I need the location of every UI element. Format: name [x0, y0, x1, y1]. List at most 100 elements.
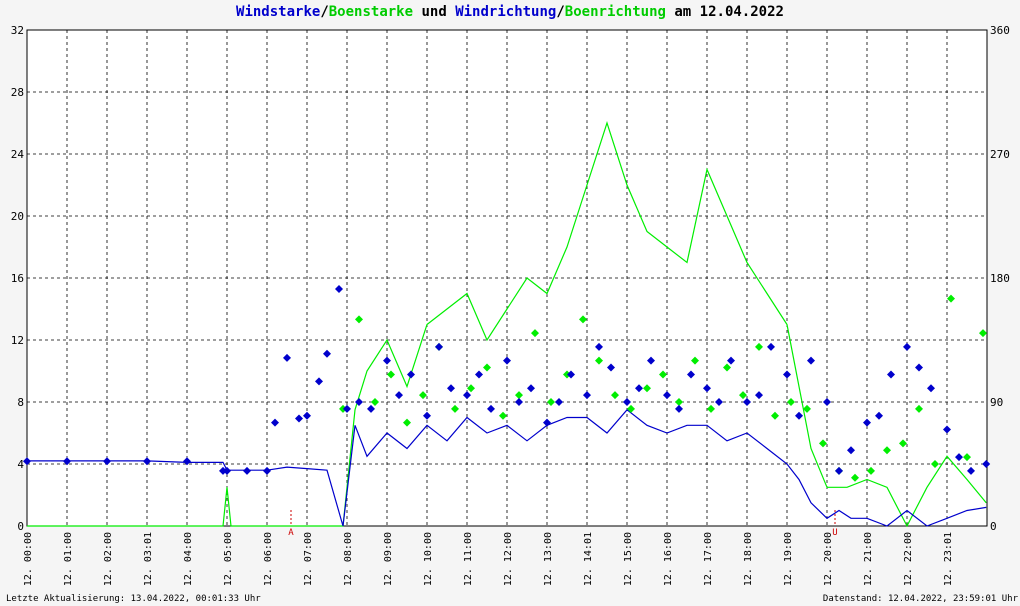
gust-speed-line: [27, 121, 987, 528]
x-tick-label: 12. 03:01: [143, 532, 154, 586]
wind-direction-point: [503, 356, 511, 365]
gust-direction-point: [947, 294, 955, 303]
wind-direction-point: [847, 446, 855, 455]
gust-direction-point: [595, 356, 603, 365]
x-tick-label: 12. 23:01: [943, 532, 954, 586]
gust-direction-point: [819, 439, 827, 448]
left-tick-label: 24: [11, 148, 25, 161]
gust-direction-point: [739, 391, 747, 400]
wind-direction-point: [271, 418, 279, 427]
right-tick-label: 0: [990, 520, 997, 533]
x-tick-label: 12. 00:00: [23, 532, 34, 586]
gust-direction-point: [787, 398, 795, 406]
wind-direction-point: [943, 425, 951, 434]
wind-direction-point: [383, 356, 391, 365]
wind-direction-point: [295, 414, 303, 423]
gust-direction-point: [515, 391, 523, 400]
x-tick-label: 12. 06:00: [263, 532, 274, 586]
wind-direction-point: [435, 342, 443, 351]
title-part-date: am 12.04.2022: [665, 4, 784, 20]
gust-direction-point: [963, 453, 971, 462]
wind-direction-point: [407, 370, 415, 379]
wind-direction-point: [887, 370, 895, 379]
wind-direction-point: [675, 404, 683, 413]
wind-direction-point: [967, 466, 975, 475]
gust-direction-point: [387, 370, 395, 379]
gust-direction-point: [547, 398, 555, 406]
last-update-text: Letzte Aktualisierung: 13.04.2022, 00:01…: [6, 594, 261, 604]
gust-direction-point: [691, 356, 699, 365]
wind-direction-point: [23, 457, 31, 466]
gust-direction-point: [707, 404, 715, 413]
wind-direction-point: [323, 349, 331, 358]
wind-direction-point: [727, 356, 735, 365]
x-tick-label: 12. 11:00: [463, 532, 474, 586]
wind-direction-point: [487, 404, 495, 413]
wind-speed-line: [27, 408, 987, 527]
right-tick-label: 360: [990, 24, 1010, 37]
gust-direction-point: [403, 418, 411, 427]
wind-direction-point: [703, 384, 711, 393]
x-tick-label: 12. 17:00: [703, 532, 714, 586]
left-tick-label: 20: [11, 210, 24, 223]
wind-direction-point: [875, 411, 883, 420]
wind-direction-point: [595, 342, 603, 351]
gust-direction-point: [371, 398, 379, 406]
wind-direction-point: [743, 398, 751, 406]
x-tick-label: 12. 19:00: [783, 532, 794, 586]
event-marker-label: A: [288, 528, 294, 538]
left-tick-label: 16: [11, 272, 24, 285]
gust-direction-point: [867, 466, 875, 475]
x-tick-label: 12. 16:00: [663, 532, 674, 586]
x-tick-label: 12. 09:00: [383, 532, 394, 586]
gust-direction-point: [355, 315, 363, 324]
wind-direction-point: [755, 391, 763, 400]
wind-direction-point: [767, 342, 775, 351]
wind-direction-point: [355, 398, 363, 406]
gust-direction-point: [659, 370, 667, 379]
wind-direction-point: [647, 356, 655, 365]
wind-direction-point: [543, 418, 551, 427]
gust-direction-point: [803, 404, 811, 413]
gust-direction-point: [627, 404, 635, 413]
wind-direction-point: [903, 342, 911, 351]
wind-direction-point: [687, 370, 695, 379]
gust-direction-point: [483, 363, 491, 372]
right-tick-label: 180: [990, 272, 1010, 285]
wind-direction-point: [863, 418, 871, 427]
gust-direction-point: [883, 446, 891, 455]
left-tick-label: 8: [17, 396, 24, 409]
gust-direction-point: [723, 363, 731, 372]
wind-direction-point: [955, 453, 963, 462]
gust-direction-point: [931, 460, 939, 468]
x-tick-label: 12. 10:00: [423, 532, 434, 586]
wind-direction-point: [823, 398, 831, 406]
wind-direction-point: [343, 404, 351, 413]
wind-direction-point: [915, 363, 923, 372]
wind-direction-point: [103, 457, 111, 466]
gust-direction-point: [899, 439, 907, 448]
x-tick-label: 12. 12:00: [503, 532, 514, 586]
wind-direction-point: [982, 460, 991, 468]
gust-direction-point: [611, 391, 619, 400]
wind-direction-point: [283, 353, 291, 362]
title-part-und: und: [413, 4, 456, 20]
wind-direction-point: [527, 384, 535, 393]
x-tick-label: 12. 08:00: [343, 532, 354, 586]
gust-direction-point: [467, 384, 475, 393]
title-part-slash-1: /: [320, 4, 329, 20]
left-tick-label: 12: [11, 334, 24, 347]
gust-direction-point: [851, 473, 859, 482]
x-tick-label: 12. 21:00: [863, 532, 874, 586]
gust-direction-point: [979, 329, 987, 338]
gust-direction-point: [499, 411, 507, 420]
event-marker-label: U: [832, 528, 837, 538]
gust-direction-point: [451, 404, 459, 413]
left-tick-label: 32: [11, 24, 24, 37]
gust-direction-point: [675, 398, 683, 406]
wind-direction-point: [835, 466, 843, 475]
wind-direction-point: [663, 391, 671, 400]
x-tick-label: 12. 05:00: [223, 532, 234, 586]
left-tick-label: 4: [17, 458, 24, 471]
